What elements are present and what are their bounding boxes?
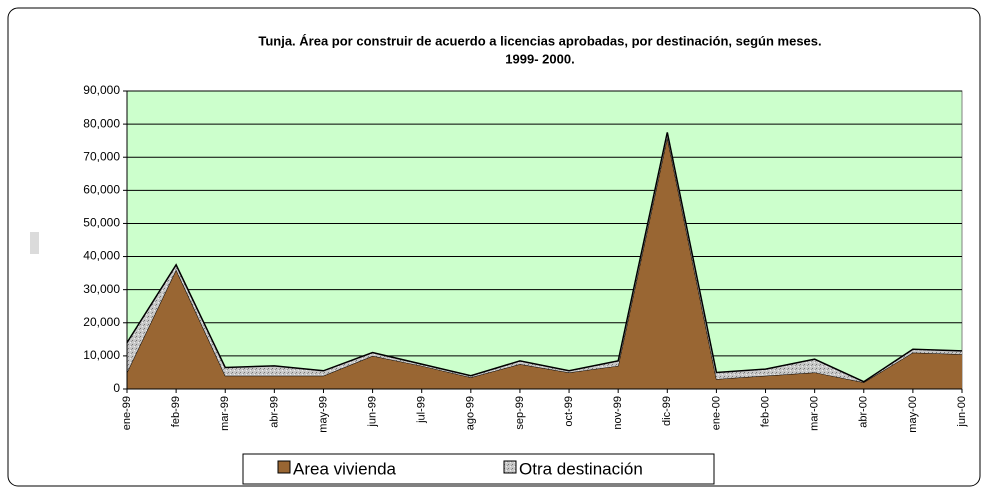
legend-label: Area vivienda <box>293 459 397 478</box>
chart-title: Tunja. Área por construir de acuerdo a l… <box>258 33 821 48</box>
y-tick-label: 20,000 <box>83 315 120 329</box>
legend-swatch <box>277 460 291 474</box>
y-tick-label: 90,000 <box>83 83 120 97</box>
legend-box <box>242 453 715 485</box>
y-tick-label: 60,000 <box>83 183 120 197</box>
x-tick-label: ene-99 <box>121 396 133 430</box>
x-tick-label: jun-99 <box>366 396 378 428</box>
y-axis-label-blur <box>30 232 39 254</box>
y-tick-label: 50,000 <box>83 216 120 230</box>
x-tick-label: feb-00 <box>759 396 771 427</box>
x-tick-label: nov-99 <box>612 396 624 430</box>
area-edge <box>126 132 963 383</box>
x-tick-label: mar-00 <box>809 396 821 431</box>
y-tick-label: 40,000 <box>83 249 120 263</box>
area <box>127 137 962 389</box>
x-tick-label: feb-99 <box>170 396 182 427</box>
x-tick-label: may-99 <box>317 396 329 433</box>
chart-title: 1999- 2000. <box>505 51 574 66</box>
x-tick-label: abr-00 <box>858 396 870 428</box>
x-tick-label: oct-99 <box>563 396 575 427</box>
legend-label: Otra destinación <box>519 459 643 478</box>
y-tick-label: 0 <box>113 381 120 395</box>
y-tick-label: 80,000 <box>83 116 120 130</box>
x-tick-label: ago-99 <box>465 396 477 430</box>
x-tick-label: abr-99 <box>268 396 280 428</box>
x-tick-label: jun-00 <box>956 396 968 428</box>
legend-swatch <box>503 460 517 474</box>
x-tick-label: sep-99 <box>514 396 526 430</box>
x-tick-label: dic-99 <box>661 396 673 426</box>
x-tick-label: may-00 <box>907 396 919 433</box>
y-tick-label: 10,000 <box>83 348 120 362</box>
x-tick-label: mar-99 <box>219 396 231 431</box>
plot-area <box>126 90 963 390</box>
x-tick-label: jul-99 <box>416 396 428 424</box>
y-tick-label: 70,000 <box>83 149 120 163</box>
y-tick-label: 30,000 <box>83 282 120 296</box>
x-tick-label: ene-00 <box>710 396 722 430</box>
